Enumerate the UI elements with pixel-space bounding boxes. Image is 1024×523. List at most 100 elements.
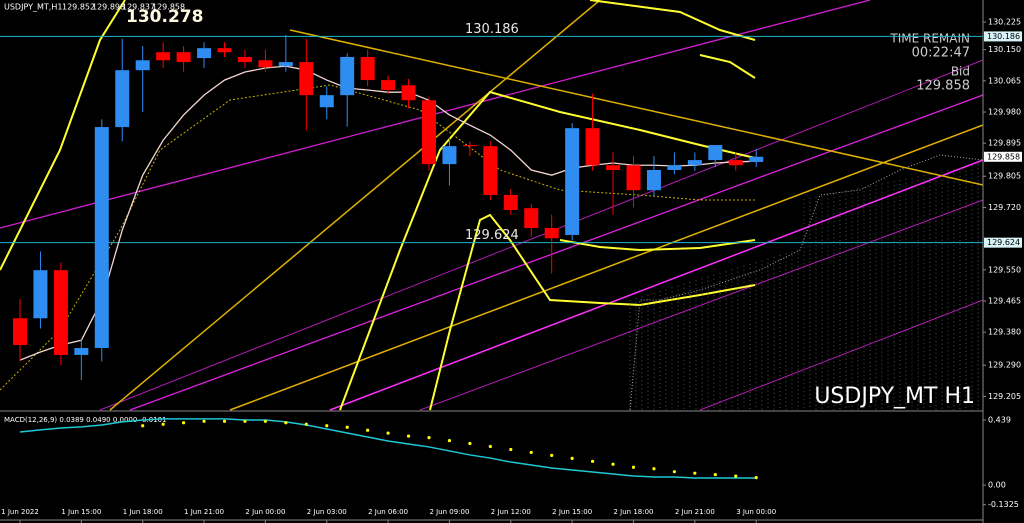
signal-dot — [161, 422, 165, 426]
candle-body — [667, 165, 682, 170]
y-tick-label: 129.980 — [988, 108, 1021, 117]
signal-dot — [611, 462, 615, 466]
candle-body — [360, 56, 375, 81]
symbol: USDJPY_MT,H1 — [4, 3, 62, 12]
candle-body — [401, 85, 416, 101]
signal-dot — [386, 431, 390, 435]
signal-dot — [468, 441, 472, 446]
band-line — [559, 239, 756, 252]
trendline — [329, 159, 984, 411]
price-box-label: 129.858 — [987, 152, 1020, 161]
candle-body — [585, 128, 600, 166]
x-tick-label: 1 Jun 2022 — [1, 508, 39, 516]
signal-dot — [652, 467, 656, 471]
candle-body — [503, 194, 518, 210]
y-tick-label: 129.205 — [988, 392, 1021, 401]
y-tick-label: 129.895 — [988, 139, 1021, 148]
signal-dot — [550, 453, 554, 457]
candle-body — [115, 70, 130, 128]
signal-dot — [631, 465, 636, 469]
candle-body — [13, 318, 27, 346]
price-line-label: 130.186 — [465, 22, 519, 37]
y-tick-label: 129.380 — [988, 328, 1021, 337]
bid: 129.858 — [916, 79, 970, 94]
x-tick-label: 2 Jun 21:00 — [675, 508, 715, 516]
trendline — [109, 0, 601, 411]
trendline — [699, 299, 984, 411]
y-tick-label: 129.465 — [988, 297, 1021, 306]
time-remain: 00:22:47 — [912, 46, 970, 61]
trendline — [99, 59, 984, 411]
band-line — [0, 0, 126, 271]
signal-dot — [325, 424, 329, 428]
x-tick-label: 2 Jun 09:00 — [429, 508, 469, 516]
y-tick-label: 129.805 — [988, 172, 1021, 181]
x-tick-label: 2 Jun 18:00 — [613, 508, 653, 516]
price-box-label: 129.624 — [987, 238, 1020, 247]
candle-body — [381, 80, 396, 90]
candle-body — [483, 146, 498, 195]
signal-dot — [366, 428, 370, 432]
candle-body — [708, 145, 723, 161]
ohlc-value: 129.852 — [62, 3, 95, 12]
signal-dot — [345, 425, 349, 429]
candle-body — [565, 128, 580, 235]
x-tick-label: 2 Jun 12:00 — [491, 508, 531, 516]
x-tick-label: 3 Jun 00:00 — [736, 508, 776, 516]
candle-body — [53, 270, 68, 355]
candle-body — [442, 146, 457, 165]
candle-body — [74, 347, 89, 355]
candle-body — [299, 62, 314, 96]
signal-dot — [591, 459, 595, 463]
candle-body — [422, 100, 436, 165]
price-box-label: 130.186 — [987, 32, 1020, 41]
candle-body — [156, 52, 171, 61]
candle-body — [33, 270, 48, 319]
y-tick-label: 130.150 — [988, 45, 1021, 54]
signal-dot — [284, 421, 288, 425]
signal-dot — [243, 419, 247, 423]
signal-dot — [754, 476, 758, 480]
y-tick-label: 130.065 — [988, 76, 1021, 85]
price-box — [984, 31, 1022, 42]
band-line — [429, 213, 756, 411]
trendline — [229, 124, 984, 411]
signal-dot — [693, 471, 697, 475]
signal-dot — [447, 438, 452, 443]
bid-label: Bid — [951, 65, 970, 79]
signal-dot — [427, 436, 431, 440]
signal-dot — [713, 473, 717, 477]
trendline — [289, 29, 984, 186]
trendline — [129, 94, 984, 411]
candle-body — [197, 48, 212, 59]
candle-body — [94, 127, 109, 348]
band-line — [0, 84, 755, 391]
y-tick-label: 129.720 — [988, 203, 1021, 212]
x-tick-label: 2 Jun 00:00 — [245, 508, 285, 516]
candle-body — [278, 62, 293, 67]
signal-dot — [734, 474, 738, 478]
signal-dot — [141, 424, 145, 428]
candle-body — [258, 60, 273, 68]
x-tick-label: 2 Jun 15:00 — [552, 508, 592, 516]
price-box — [984, 237, 1022, 248]
y-tick-label: 129.290 — [988, 361, 1021, 370]
candle-body — [749, 156, 764, 162]
candle-body — [135, 60, 150, 71]
signal-dot — [182, 421, 186, 425]
candle-body — [319, 95, 334, 108]
candle-body — [544, 227, 559, 239]
trendline — [419, 199, 984, 411]
y-tick-label: 0.00 — [988, 481, 1006, 490]
candle-body — [626, 165, 641, 191]
macd-line — [19, 418, 757, 479]
candle-body — [606, 165, 621, 170]
y-tick-label: 0.439 — [988, 415, 1011, 424]
candle-body — [462, 145, 477, 147]
candle-body — [728, 160, 743, 166]
signal-dot — [406, 434, 411, 438]
candle-body — [687, 160, 702, 166]
